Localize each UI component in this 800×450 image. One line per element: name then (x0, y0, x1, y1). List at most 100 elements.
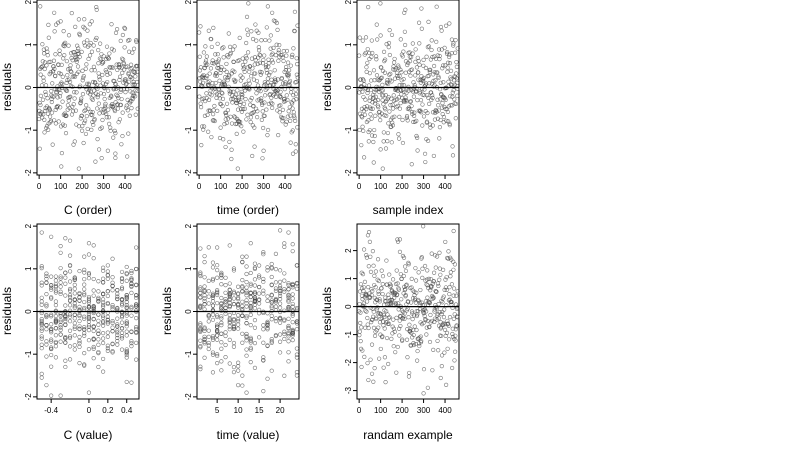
data-point (400, 337, 405, 342)
data-point (426, 73, 431, 78)
data-point (49, 99, 54, 105)
data-point (261, 323, 266, 328)
data-point (366, 5, 371, 10)
data-point (133, 94, 138, 99)
data-point (43, 89, 48, 95)
data-point (381, 93, 386, 98)
data-point (284, 93, 289, 98)
data-point (453, 349, 458, 354)
data-point (448, 82, 453, 87)
y-tick-label: -2 (344, 169, 353, 177)
data-point (377, 297, 382, 302)
data-point (89, 127, 94, 132)
data-point (278, 89, 283, 94)
data-point (49, 274, 54, 279)
data-point (124, 299, 129, 305)
data-point (232, 69, 237, 74)
y-tick-label: -1 (24, 126, 33, 134)
data-point (197, 54, 202, 59)
data-point (95, 95, 100, 100)
data-point (294, 286, 300, 291)
data-point (283, 98, 288, 104)
data-point (132, 82, 138, 87)
data-point (129, 278, 134, 283)
data-point (134, 329, 139, 335)
data-point (231, 318, 237, 323)
data-point (378, 147, 383, 152)
data-point (427, 122, 433, 127)
data-point (67, 298, 73, 303)
data-point (372, 90, 377, 95)
data-point (280, 52, 285, 58)
data-point (68, 69, 73, 74)
data-point (89, 49, 95, 54)
data-point (101, 330, 106, 336)
data-point (257, 335, 262, 340)
data-point (403, 264, 408, 269)
data-point (429, 318, 435, 324)
data-point (415, 97, 420, 103)
data-point (260, 109, 265, 114)
data-point (371, 95, 376, 100)
data-point (421, 320, 426, 326)
data-point (240, 308, 245, 313)
data-point (406, 299, 411, 305)
data-point (438, 375, 443, 381)
data-point (91, 122, 96, 128)
data-point (49, 296, 54, 301)
data-point (269, 95, 274, 100)
data-point (227, 327, 232, 332)
data-point (421, 78, 426, 83)
data-point (455, 305, 460, 310)
data-point (206, 313, 211, 318)
data-point (210, 312, 216, 317)
data-point (233, 92, 239, 97)
data-point (240, 304, 245, 309)
data-point (286, 230, 291, 235)
data-point (53, 340, 58, 346)
data-point (119, 336, 125, 341)
data-point (290, 301, 295, 307)
data-point (414, 313, 420, 319)
data-point (246, 1, 251, 6)
data-point (70, 58, 75, 63)
data-point (49, 322, 54, 327)
x-tick-label: 100 (374, 182, 388, 191)
data-point (97, 111, 102, 116)
data-point (447, 21, 452, 26)
data-point (379, 65, 384, 70)
data-point (115, 328, 120, 333)
data-point (257, 297, 262, 302)
data-point (82, 254, 87, 259)
data-point (369, 292, 374, 298)
data-point (375, 305, 380, 310)
data-point (412, 110, 417, 115)
data-point (240, 92, 245, 98)
data-point (224, 101, 230, 106)
data-point (244, 321, 249, 326)
data-point (357, 309, 362, 314)
data-point (112, 108, 118, 114)
data-point (129, 270, 134, 276)
data-point (51, 64, 56, 69)
data-point (78, 116, 83, 121)
data-point (231, 326, 237, 332)
data-point (370, 106, 375, 111)
data-point (383, 380, 388, 385)
data-point (282, 331, 287, 337)
data-point (433, 289, 438, 294)
data-point (381, 49, 387, 55)
data-point (115, 294, 120, 299)
data-point (68, 94, 73, 99)
data-point (424, 277, 430, 282)
data-point (394, 105, 399, 110)
data-point (67, 253, 73, 258)
data-point (219, 282, 224, 287)
data-point (110, 349, 115, 354)
data-point (227, 317, 232, 322)
data-point (198, 344, 203, 349)
data-point (67, 293, 73, 298)
data-point (119, 296, 125, 302)
data-point (53, 313, 58, 319)
data-point (369, 78, 374, 83)
